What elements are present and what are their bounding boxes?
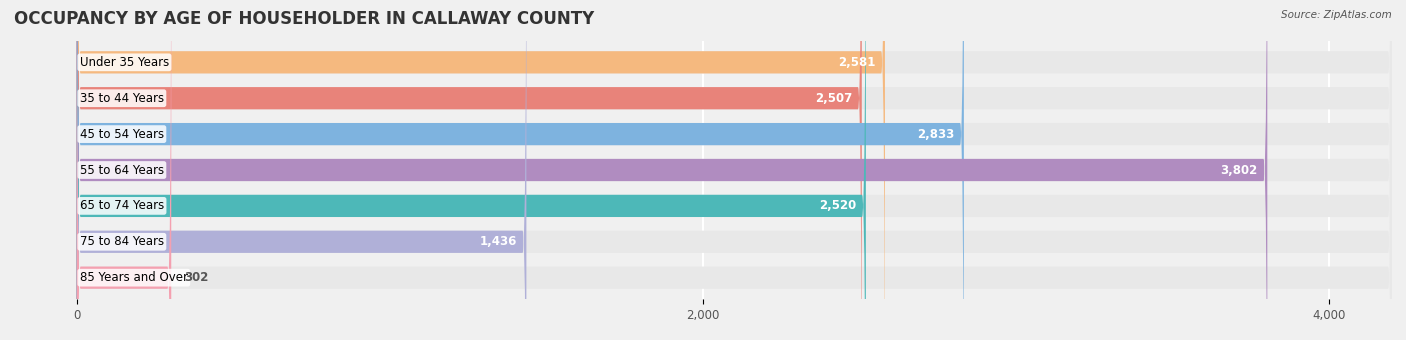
Text: 3,802: 3,802 — [1220, 164, 1258, 176]
FancyBboxPatch shape — [77, 0, 1392, 340]
FancyBboxPatch shape — [77, 0, 884, 340]
FancyBboxPatch shape — [77, 0, 1392, 340]
FancyBboxPatch shape — [77, 0, 526, 340]
Text: 2,520: 2,520 — [820, 199, 856, 212]
Text: 75 to 84 Years: 75 to 84 Years — [80, 235, 165, 248]
Text: 2,581: 2,581 — [838, 56, 876, 69]
Text: 55 to 64 Years: 55 to 64 Years — [80, 164, 165, 176]
Text: Under 35 Years: Under 35 Years — [80, 56, 169, 69]
Text: 2,833: 2,833 — [917, 128, 955, 141]
FancyBboxPatch shape — [77, 0, 1267, 340]
Text: 65 to 74 Years: 65 to 74 Years — [80, 199, 165, 212]
Text: 1,436: 1,436 — [479, 235, 517, 248]
Text: Source: ZipAtlas.com: Source: ZipAtlas.com — [1281, 10, 1392, 20]
FancyBboxPatch shape — [77, 0, 866, 340]
FancyBboxPatch shape — [77, 0, 172, 340]
Text: 85 Years and Over: 85 Years and Over — [80, 271, 188, 284]
FancyBboxPatch shape — [77, 0, 1392, 340]
Text: 45 to 54 Years: 45 to 54 Years — [80, 128, 165, 141]
FancyBboxPatch shape — [77, 0, 1392, 340]
Text: OCCUPANCY BY AGE OF HOUSEHOLDER IN CALLAWAY COUNTY: OCCUPANCY BY AGE OF HOUSEHOLDER IN CALLA… — [14, 10, 595, 28]
FancyBboxPatch shape — [77, 0, 1392, 340]
FancyBboxPatch shape — [77, 0, 862, 340]
Text: 302: 302 — [184, 271, 208, 284]
FancyBboxPatch shape — [77, 0, 965, 340]
Text: 35 to 44 Years: 35 to 44 Years — [80, 92, 165, 105]
FancyBboxPatch shape — [77, 0, 1392, 340]
Text: 2,507: 2,507 — [815, 92, 852, 105]
FancyBboxPatch shape — [77, 0, 1392, 340]
